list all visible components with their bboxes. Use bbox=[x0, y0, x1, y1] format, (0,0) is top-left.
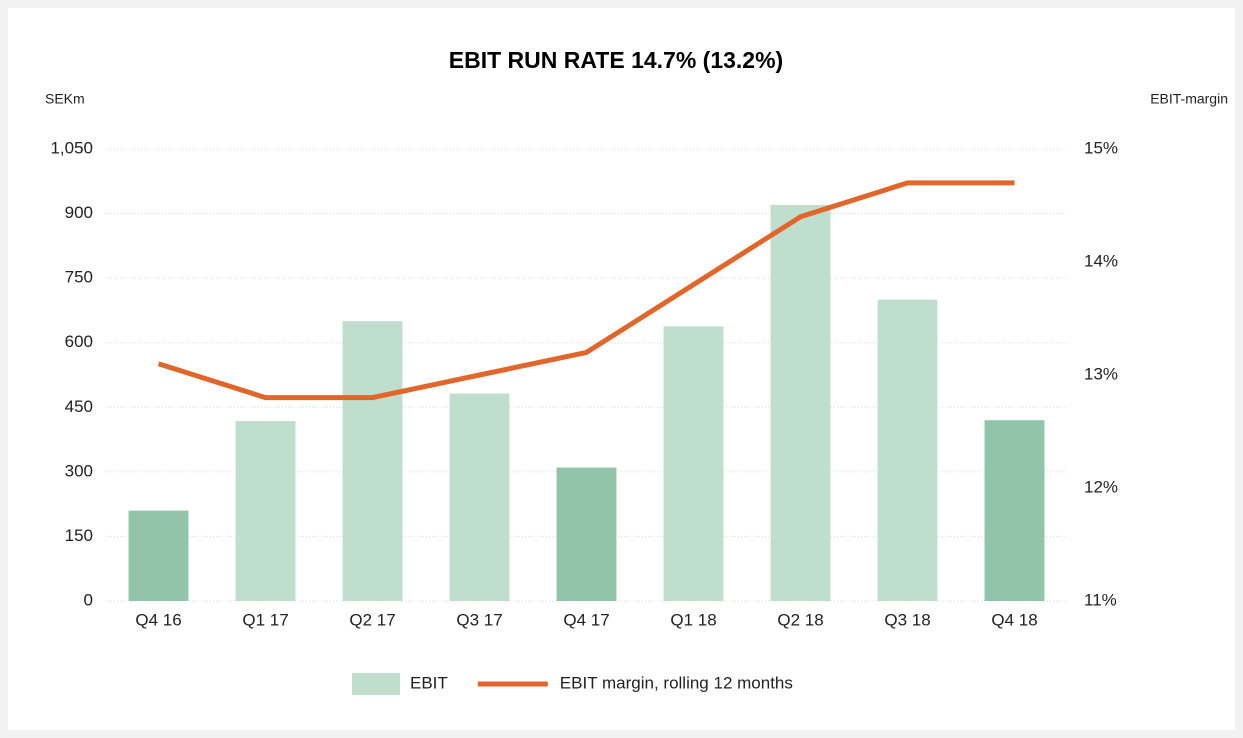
y2-tick-label: 13% bbox=[1084, 364, 1118, 383]
line bbox=[157, 180, 1015, 401]
y-tick-label: 150 bbox=[65, 526, 93, 545]
bar bbox=[556, 467, 617, 601]
y2-tick-label: 15% bbox=[1084, 138, 1118, 157]
bar bbox=[235, 421, 296, 601]
y-tick-label: 300 bbox=[65, 461, 93, 480]
y-tick-label: 0 bbox=[84, 590, 93, 609]
panel bbox=[8, 8, 1235, 730]
y2-tick-label: 14% bbox=[1084, 251, 1118, 270]
y-tick-label: 1,050 bbox=[50, 138, 93, 157]
y2-tick-label: 12% bbox=[1084, 477, 1118, 496]
bar bbox=[984, 420, 1045, 601]
bar bbox=[342, 321, 403, 601]
y2-axis-label: EBIT-margin bbox=[1150, 91, 1228, 107]
y-tick-label: 900 bbox=[65, 203, 93, 222]
legend-label: EBIT bbox=[410, 673, 448, 692]
y-tick-label: 600 bbox=[65, 332, 93, 351]
y2-tick-label: 11% bbox=[1084, 590, 1117, 609]
x-tick-label: Q1 17 bbox=[242, 610, 288, 629]
x-tick-label: Q2 17 bbox=[349, 610, 395, 629]
bar bbox=[663, 326, 724, 601]
bar bbox=[770, 204, 831, 601]
bar bbox=[877, 299, 938, 601]
x-tick-label: Q3 17 bbox=[456, 610, 502, 629]
bar bbox=[449, 393, 510, 601]
y-tick-label: 750 bbox=[65, 268, 93, 287]
x-tick-label: Q3 18 bbox=[884, 610, 930, 629]
x-tick-label: Q4 18 bbox=[991, 610, 1037, 629]
y-tick-label: 450 bbox=[65, 397, 93, 416]
bar bbox=[128, 510, 189, 601]
x-tick-label: Q4 17 bbox=[563, 610, 609, 629]
x-tick-label: Q4 16 bbox=[135, 610, 181, 629]
legend-label: EBIT margin, rolling 12 months bbox=[560, 673, 793, 692]
x-tick-label: Q1 18 bbox=[670, 610, 716, 629]
chart-title: EBIT RUN RATE 14.7% (13.2%) bbox=[449, 47, 783, 73]
y-axis-label: SEKm bbox=[45, 91, 85, 107]
legend-swatch bbox=[352, 673, 400, 695]
x-tick-label: Q2 18 bbox=[777, 610, 823, 629]
